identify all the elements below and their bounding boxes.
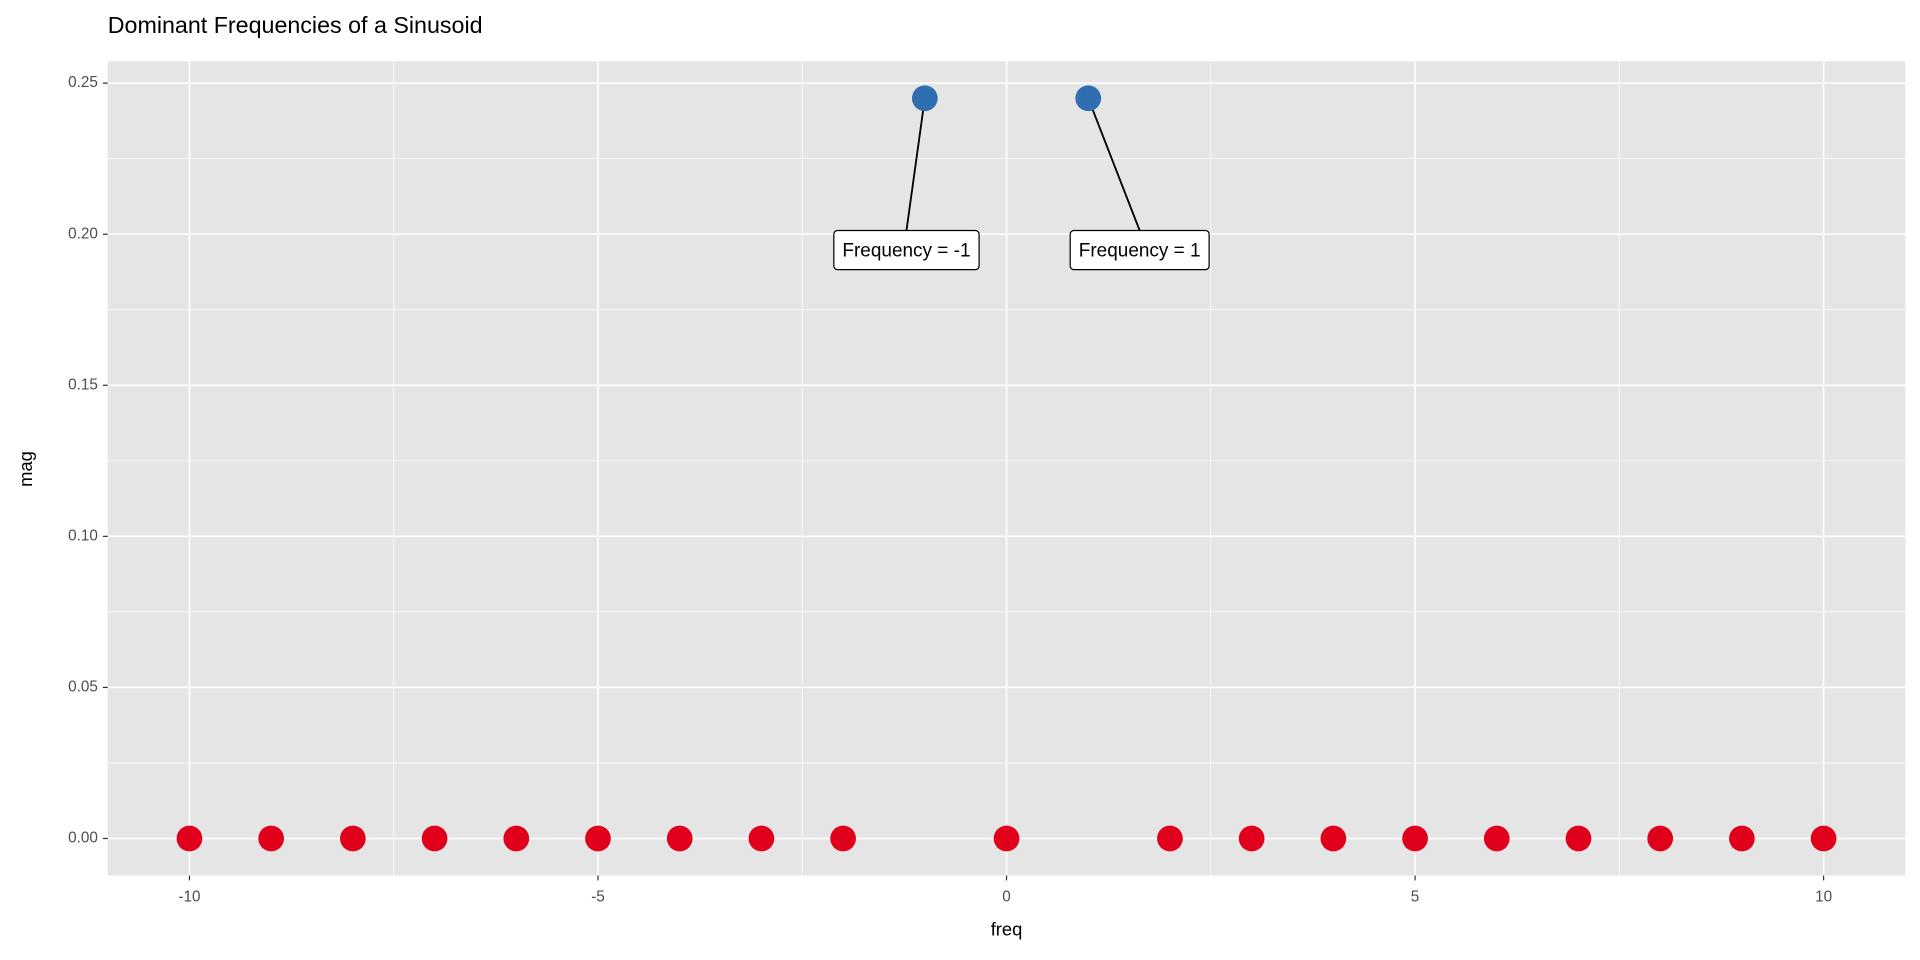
y-axis-title: mag [15, 451, 36, 487]
point [1565, 825, 1592, 852]
y-tick-label: 0.25 [68, 74, 98, 91]
point [666, 825, 693, 852]
y-tick-label: 0.05 [68, 678, 98, 695]
point [830, 825, 856, 852]
point [1647, 825, 1674, 852]
point [585, 825, 611, 852]
x-tick-label: 10 [1815, 889, 1832, 906]
x-tick-label: 5 [1411, 889, 1420, 906]
point-label: Frequency = 1 [1079, 240, 1201, 261]
point [340, 825, 366, 852]
point [1238, 825, 1265, 852]
x-axis-title: freq [991, 918, 1023, 939]
label-connector [905, 98, 926, 231]
point [748, 825, 775, 852]
point [1810, 825, 1837, 852]
chart-title: Dominant Frequencies of a Sinusoid [108, 12, 483, 38]
label-connector [1087, 97, 1141, 231]
point [1075, 85, 1102, 112]
point-label: Frequency = -1 [842, 240, 970, 261]
y-tick-label: 0.10 [68, 527, 98, 544]
point [1157, 825, 1183, 852]
x-tick-label: 0 [1002, 889, 1011, 906]
x-tick-label: -10 [178, 889, 200, 906]
y-tick-label: 0.15 [68, 376, 98, 393]
y-tick-label: 0.00 [68, 830, 98, 847]
point [911, 85, 938, 112]
label-box [833, 229, 980, 271]
y-tick-label: 0.20 [68, 225, 98, 242]
point [1483, 825, 1510, 852]
point [421, 825, 448, 852]
point [176, 825, 203, 852]
label-box [1069, 229, 1210, 271]
x-tick-label: -5 [591, 889, 605, 906]
point [1729, 825, 1755, 852]
point [1402, 825, 1428, 852]
point [1320, 825, 1347, 852]
point [503, 825, 530, 852]
point [993, 825, 1020, 852]
point [258, 825, 285, 852]
